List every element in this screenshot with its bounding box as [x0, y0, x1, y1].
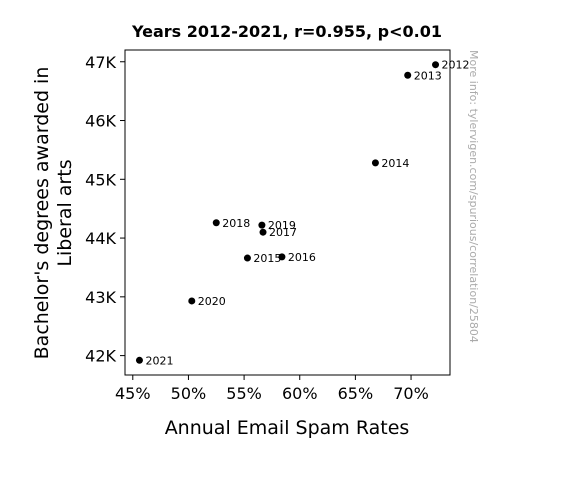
- x-tick-label: 65%: [338, 384, 374, 403]
- data-point-2016: [278, 253, 286, 261]
- data-point-label: 2016: [288, 251, 316, 264]
- data-point-label: 2021: [145, 354, 173, 367]
- data-point-2020: [188, 297, 196, 305]
- y-tick-label: 43K: [85, 288, 116, 307]
- data-point-2017: [259, 228, 267, 236]
- x-tick-label: 70%: [393, 384, 429, 403]
- data-point-label: 2020: [198, 295, 226, 308]
- x-tick-label: 50%: [171, 384, 207, 403]
- y-tick-label: 45K: [85, 170, 116, 189]
- plot-area-frame: [124, 49, 451, 376]
- x-axis: 45% 50% 55% 60% 65% 70%: [115, 375, 429, 403]
- x-tick-label: 55%: [226, 384, 262, 403]
- x-tick-label: 45%: [115, 384, 151, 403]
- data-point-label: 2014: [381, 157, 409, 170]
- data-point-label: 2019: [268, 219, 296, 232]
- x-axis-label: Annual Email Spam Rates: [165, 417, 410, 439]
- watermark-text: More info: tylervigen.com/spurious/corre…: [467, 50, 480, 343]
- y-axis-label-line-1: Bachelor's degrees awarded in: [31, 67, 53, 360]
- y-axis-label: Bachelor's degrees awarded in Liberal ar…: [31, 67, 76, 360]
- data-point-2019: [258, 221, 266, 229]
- data-point-label: 2018: [222, 217, 250, 230]
- y-tick-label: 46K: [85, 112, 116, 131]
- data-point-2018: [212, 219, 220, 227]
- data-point-label: 2015: [253, 252, 281, 265]
- x-tick-label: 60%: [282, 384, 318, 403]
- data-point-2015: [243, 254, 251, 262]
- chart-title: Years 2012-2021, r=0.955, p<0.01: [131, 22, 442, 41]
- data-point-2014: [371, 159, 379, 167]
- data-point-label: 2017: [269, 226, 297, 239]
- y-axis: 42K 43K 44K 45K 46K 47K: [85, 53, 125, 366]
- y-axis-label-line-2: Liberal arts: [54, 159, 76, 266]
- y-tick-label: 47K: [85, 53, 116, 72]
- data-point-2021: [135, 356, 143, 364]
- data-point-label: 2013: [414, 69, 442, 82]
- data-point-2012: [432, 61, 440, 69]
- data-point-2013: [404, 71, 412, 79]
- y-tick-label: 42K: [85, 347, 116, 366]
- y-tick-label: 44K: [85, 229, 116, 248]
- data-point-label: 2012: [442, 59, 470, 72]
